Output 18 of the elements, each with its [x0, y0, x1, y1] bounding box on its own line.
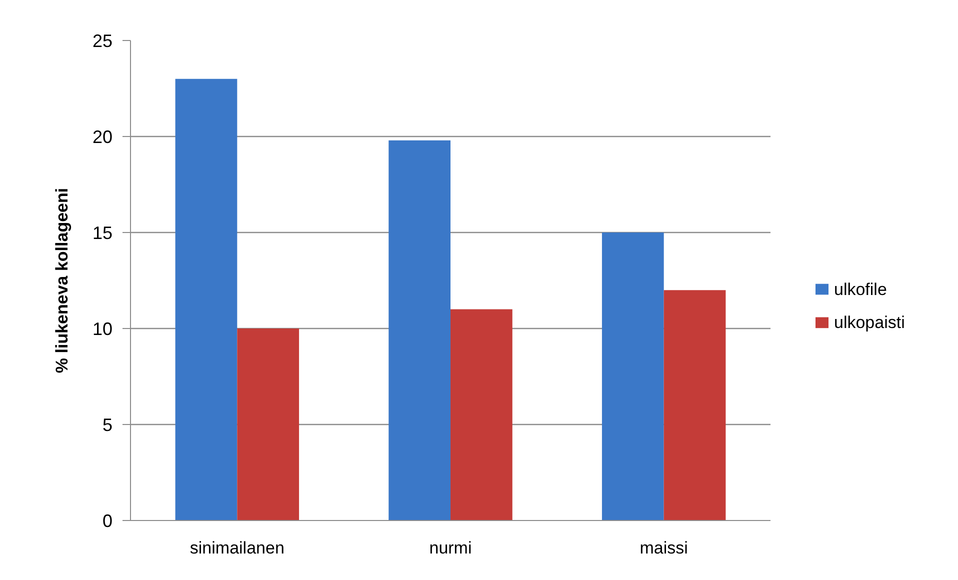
- legend-label: ulkopaisti: [834, 313, 905, 332]
- y-axis-title: % liukeneva kollageeni: [52, 188, 72, 374]
- y-tick-label: 5: [102, 415, 113, 435]
- x-tick-label: maissi: [640, 538, 688, 558]
- y-tick-label: 15: [92, 223, 113, 243]
- bar: [175, 78, 238, 520]
- bar: [237, 328, 300, 520]
- y-tick-label: 25: [92, 31, 113, 51]
- bar: [388, 140, 450, 520]
- x-tick-label: nurmi: [429, 538, 472, 558]
- bar: [602, 232, 664, 520]
- x-tick-label: sinimailanen: [190, 538, 284, 558]
- bar: [450, 309, 512, 520]
- y-tick-label: 20: [92, 127, 113, 147]
- legend-label: ulkofile: [834, 280, 887, 299]
- y-tick-label: 10: [92, 319, 113, 339]
- bar: [664, 290, 726, 520]
- y-tick-label: 0: [102, 511, 113, 531]
